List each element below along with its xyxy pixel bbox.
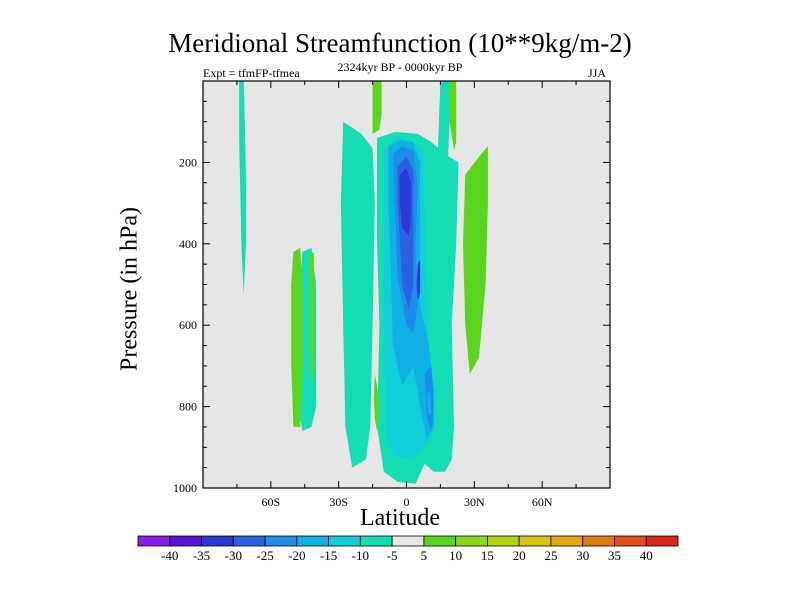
colorbar-label: -30 <box>225 548 242 563</box>
colorbar-label: -5 <box>387 548 398 563</box>
colorbar-label: 15 <box>481 548 494 563</box>
contour-cell-ne-cyan <box>435 81 450 326</box>
colorbar-label: 10 <box>449 548 462 563</box>
colorbar-label: -10 <box>352 548 369 563</box>
colorbar-swatch <box>614 535 647 547</box>
colorbar-swatch <box>582 535 615 547</box>
y-tick-label: 400 <box>179 237 197 251</box>
plot-area <box>203 81 610 488</box>
contour-cell-mid-green-low <box>373 374 380 431</box>
axes: 60S 30S 0 30N 60N 200 400 600 800 1000 <box>173 80 611 509</box>
colorbar-swatch <box>550 535 584 547</box>
colorbar-swatch <box>137 535 171 547</box>
colorbar-label: -20 <box>288 548 305 563</box>
contour-cell-tropics-core-35 <box>399 168 411 236</box>
y-tick-label: 800 <box>179 400 197 414</box>
colorbar-swatch <box>328 535 361 547</box>
colorbar-label: -15 <box>320 548 337 563</box>
colorbar-label: 5 <box>421 548 428 563</box>
season-label: JJA <box>588 66 607 80</box>
contour-cell-mid-green-top <box>372 81 382 134</box>
y-tick-label: 1000 <box>173 481 197 495</box>
contour-cell-nh-green-top <box>449 81 457 151</box>
colorbar-swatch <box>232 535 266 547</box>
y-tick-label: 600 <box>179 318 197 332</box>
chart-title: Meridional Streamfunction (10**9kg/m-2) <box>168 28 632 58</box>
colorbar-swatch <box>391 535 425 547</box>
colorbar-label: -25 <box>256 548 273 563</box>
colorbar-swatch <box>201 535 234 547</box>
colorbar-label: 40 <box>640 548 653 563</box>
colorbar-label: -35 <box>193 548 210 563</box>
contour-cell-20s-negative <box>340 121 375 468</box>
colorbar-swatch <box>264 535 298 547</box>
contour-cell-sh-green-left <box>291 247 303 427</box>
colorbar-label: -40 <box>161 548 178 563</box>
colorbar-swatch <box>359 535 393 547</box>
colorbar-swatch <box>645 535 679 547</box>
experiment-label: Expt = tfmFP-tfmea <box>203 66 300 80</box>
contour-cell-lower-core-20 <box>426 390 432 415</box>
colorbar-label: 20 <box>513 548 526 563</box>
y-tick-label: 200 <box>179 155 197 169</box>
x-tick-label: 0 <box>404 495 410 509</box>
colorbar-label: 25 <box>544 548 557 563</box>
contour-cell-sh-green-right <box>309 251 314 387</box>
colorbar-label: 35 <box>608 548 621 563</box>
x-axis-label: Latitude <box>360 505 440 531</box>
colorbar-label: 30 <box>576 548 589 563</box>
colorbar-swatch <box>169 535 202 547</box>
colorbar-swatch <box>518 535 552 547</box>
colorbar-swatch <box>487 535 520 547</box>
contour-cell-north-green <box>463 146 488 374</box>
x-tick-label: 60S <box>261 495 280 509</box>
x-tick-label: 60N <box>532 495 553 509</box>
x-tick-label: 30S <box>329 495 348 509</box>
colorbar-swatch <box>455 535 488 547</box>
contour-cell-tropics-core-35b <box>416 260 421 301</box>
colorbar-swatch <box>296 535 329 547</box>
x-tick-label: 30N <box>464 495 485 509</box>
chart-subtitle: 2324kyr BP - 0000kyr BP <box>337 60 463 74</box>
colorbar-swatch <box>423 535 457 547</box>
colorbar: -40 -35 -30 -25 -20 -15 -10 -5 5 10 15 20 25 30 35 40 <box>137 535 679 563</box>
contour-cell-80s-positive <box>239 81 246 295</box>
